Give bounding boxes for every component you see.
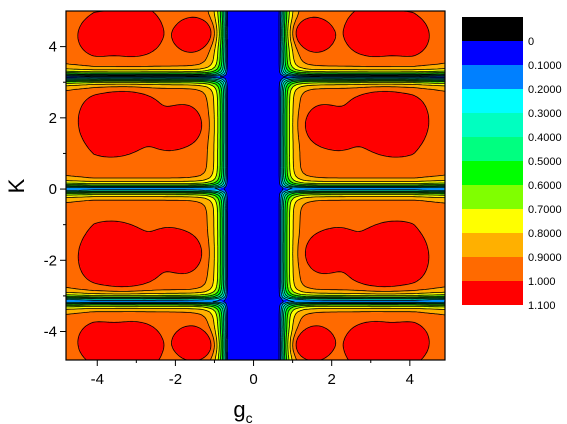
contour-line-6: [66, 11, 445, 360]
legend-label: 1.100: [528, 300, 556, 312]
contour-line-1: [66, 11, 445, 360]
contour-line-3: [66, 11, 445, 360]
legend-label: 0.2000: [528, 84, 562, 96]
x-tick-label: -4: [91, 371, 104, 388]
x-tick-label: -2: [169, 371, 182, 388]
contour-fill: [66, 11, 445, 360]
legend-label: 0.1000: [528, 60, 562, 72]
legend-swatch: [462, 233, 523, 257]
color-legend: 0 0.1000 0.2000 0.3000 0.4000 0.5000 0.6000 0.7…: [462, 17, 562, 312]
contour-line-8: [66, 11, 445, 360]
legend-label: 0.8000: [528, 228, 562, 240]
x-axis-title: gc: [233, 397, 252, 424]
y-tick-label: 2: [49, 110, 57, 127]
plot-frame: [65, 10, 446, 361]
x-tick-label: 0: [249, 371, 257, 388]
legend-label: 0.7000: [528, 204, 562, 216]
contour-line-4: [66, 11, 445, 360]
contour-line-9: [77, 11, 430, 360]
legend-swatch: [462, 281, 523, 305]
legend-swatch: [462, 17, 523, 41]
y-tick-label: 0: [49, 181, 57, 198]
contour-line-0: [219, 11, 288, 360]
plot-area: [65, 10, 446, 361]
legend-swatch: [462, 161, 523, 185]
y-tick-label: -2: [44, 252, 57, 269]
legend-label: 0.3000: [528, 108, 562, 120]
contour-line-7: [66, 11, 445, 360]
legend-swatch: [462, 89, 523, 113]
x-tick-label: 4: [406, 371, 414, 388]
y-tick-label: 4: [49, 39, 57, 56]
legend-label: 0: [528, 36, 534, 48]
y-tick-label: -4: [44, 324, 57, 341]
legend-swatch: [462, 113, 523, 137]
x-axis-title-subscript: c: [246, 410, 253, 424]
y-axis: -4 -2 0 2 4: [44, 39, 66, 341]
x-axis: -4 -2 0 2 4: [91, 360, 414, 388]
y-axis-title: K: [4, 178, 29, 193]
legend-label: 0.5000: [528, 156, 562, 168]
contour-lines: [66, 11, 445, 360]
contour-line-5: [66, 11, 445, 360]
legend-label: 0.6000: [528, 180, 562, 192]
x-tick-label: 2: [328, 371, 336, 388]
legend-swatch: [462, 257, 523, 281]
legend-label: 0.9000: [528, 252, 562, 264]
legend-swatch: [462, 65, 523, 89]
legend-label: 0.4000: [528, 132, 562, 144]
legend-swatch: [462, 137, 523, 161]
contour-line-2: [66, 11, 445, 360]
legend-swatch: [462, 209, 523, 233]
legend-swatch: [462, 41, 523, 65]
legend-swatch: [462, 185, 523, 209]
legend-label: 1.000: [528, 276, 556, 288]
